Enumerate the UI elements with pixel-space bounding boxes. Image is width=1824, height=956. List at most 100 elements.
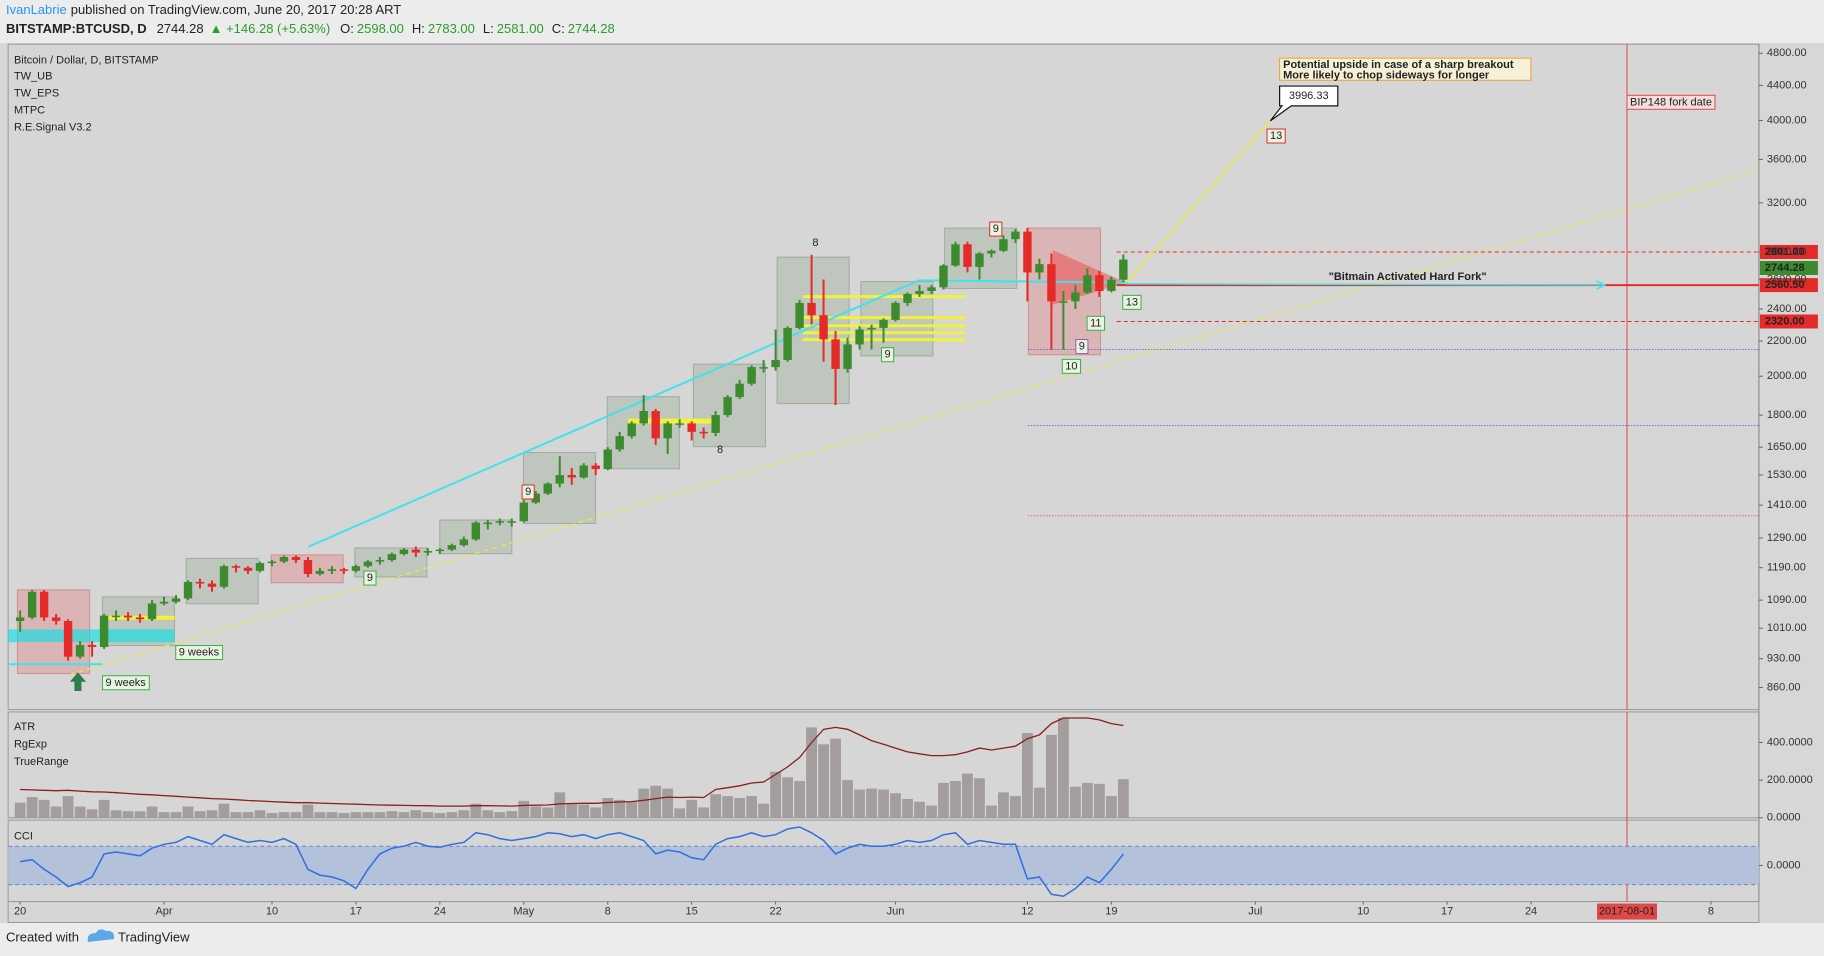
candle-body: [567, 475, 576, 478]
annotation: 13: [1126, 296, 1138, 308]
label-box: [521, 484, 535, 500]
range-bar: [386, 811, 398, 818]
candle-body: [471, 522, 481, 540]
range-bar: [794, 781, 805, 818]
time-axis: [7, 901, 1760, 923]
cyan-trend: [307, 279, 1129, 548]
annotation: 9: [1079, 341, 1085, 353]
candle-body: [483, 522, 493, 525]
y-tick-label: 3600.00: [1767, 153, 1807, 165]
range-bar: [530, 806, 542, 818]
range-bar: [854, 789, 865, 818]
candle-body: [807, 302, 816, 316]
label-box: [1075, 339, 1089, 355]
range-bar: [266, 813, 278, 818]
candle-body: [675, 423, 684, 425]
candle-body: [123, 615, 133, 618]
y-tick-label: 1800.00: [1767, 409, 1807, 421]
range-bar: [974, 778, 985, 818]
range-bar: [302, 804, 314, 818]
range-bar: [1069, 786, 1081, 818]
x-tick-label: 24: [434, 905, 446, 917]
range-bar: [950, 781, 961, 818]
range-bar: [206, 810, 218, 818]
range-bar: [218, 803, 230, 818]
candle-body: [315, 570, 325, 574]
x-tick-label: 22: [769, 905, 781, 917]
chart-title: Bitcoin / Dollar, D, BITSTAMP: [14, 54, 159, 66]
y-tick-label: 1650.00: [1767, 441, 1807, 453]
x-tick-label: Apr: [155, 905, 172, 917]
candle-body: [195, 581, 205, 584]
range-bar: [578, 804, 590, 818]
brand[interactable]: TradingView: [118, 929, 190, 944]
legend-entry: RgExp: [14, 738, 47, 750]
cci-line: [19, 826, 1124, 897]
x-tick-label: 8: [605, 905, 611, 917]
candle-body: [495, 521, 504, 523]
y-tick-label: 4000.00: [1767, 114, 1807, 126]
range-bar: [50, 806, 62, 818]
cci-band: [8, 846, 1759, 885]
x-tick-label: 17: [350, 905, 362, 917]
annotation: "Bitmain Activated Hard Fork": [1329, 271, 1487, 283]
range-bar: [410, 810, 422, 818]
range-bar: [986, 805, 997, 818]
candle-body: [1059, 301, 1068, 303]
range-bar: [98, 799, 110, 818]
candle-body: [579, 465, 588, 478]
label-box: [175, 645, 224, 661]
annotation: 9 weeks: [105, 677, 146, 689]
level-label: 2560.50: [1765, 279, 1805, 291]
label-box: [881, 347, 895, 363]
candle-body: [711, 415, 720, 433]
range-bar: [698, 807, 710, 818]
range-bar: [134, 811, 146, 818]
y-tick-label: 1290.00: [1767, 532, 1807, 544]
candle-body: [171, 598, 181, 602]
y-tick-label: 3200.00: [1767, 197, 1807, 209]
candle-body: [15, 617, 25, 621]
x-tick-label: 17: [1441, 905, 1453, 917]
candle-body: [759, 367, 768, 369]
annotation: 13: [1270, 130, 1282, 142]
range-bar: [614, 799, 626, 818]
cyan-band: [8, 629, 175, 643]
range-bar: [506, 811, 518, 818]
y-tick-label: 930.00: [1767, 653, 1801, 665]
annotation: 8: [717, 444, 723, 456]
candle-body: [411, 549, 421, 553]
candle-body: [651, 411, 660, 439]
y-tick-label: 1410.00: [1767, 499, 1807, 511]
range-bar: [446, 812, 458, 818]
candle-body: [915, 290, 924, 294]
range-bar: [338, 813, 350, 818]
annotation: 9: [367, 572, 373, 584]
range-bar: [914, 801, 925, 818]
candle-body: [687, 423, 696, 432]
candle-body: [51, 617, 61, 621]
range-bar: [254, 810, 266, 818]
range-bar: [482, 810, 494, 818]
candle-body: [1023, 231, 1032, 273]
level-label: 2744.28: [1765, 262, 1805, 274]
y-tick-label: 0.0000: [1767, 812, 1801, 824]
range-bar: [626, 801, 638, 818]
x-tick-label: 12: [1021, 905, 1033, 917]
candle-body: [903, 293, 912, 303]
level-box: [1759, 314, 1818, 329]
candle-body: [87, 645, 97, 647]
created-with: Created with: [6, 929, 79, 944]
candle-body: [1095, 275, 1104, 291]
range-bar: [662, 788, 674, 818]
author[interactable]: IvanLabrie: [6, 2, 67, 17]
range-bar: [146, 806, 158, 818]
label-box: [1061, 358, 1082, 374]
candle-body: [183, 581, 193, 599]
label-box: [989, 221, 1003, 237]
candle-body: [387, 554, 397, 561]
y-tick-label: 0.0000: [1767, 859, 1801, 871]
range-bar: [1117, 779, 1129, 818]
candle-body: [399, 549, 409, 555]
